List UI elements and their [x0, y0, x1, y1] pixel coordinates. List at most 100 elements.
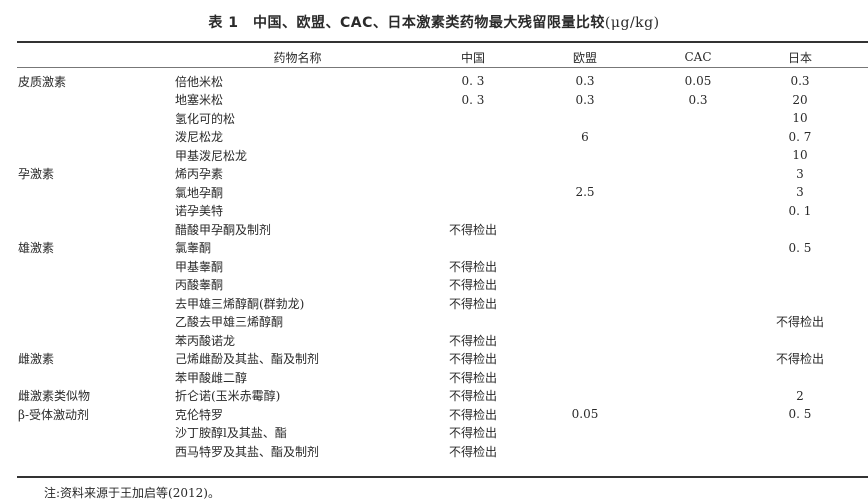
eu-limit-cell	[526, 331, 644, 350]
category-cell	[0, 128, 175, 147]
drug-name-cell: 烯丙孕素	[175, 167, 224, 182]
table-row: 诺孕美特 0. 1	[0, 202, 848, 221]
drug-name-cell: 泼尼松龙	[175, 130, 224, 145]
china-limit-cell: 不得检出	[448, 389, 497, 404]
cac-limit-cell	[644, 331, 752, 350]
cac-limit-cell	[644, 276, 752, 295]
eu-limit-cell	[526, 220, 644, 239]
japan-limit-cell: 10	[792, 148, 808, 163]
japan-limit-cell	[752, 276, 848, 295]
drug-name-cell: 沙丁胺醇l及其盐、酯	[175, 426, 287, 441]
eu-limit-cell: 0.3	[575, 74, 595, 89]
category-cell: 雌激素类似物	[18, 389, 91, 404]
table-row: 沙丁胺醇l及其盐、酯 不得检出	[0, 424, 848, 443]
header-china: 中国	[460, 50, 485, 65]
eu-limit-cell	[526, 424, 644, 443]
category-cell	[0, 424, 175, 443]
cac-limit-cell	[644, 313, 752, 332]
eu-limit-cell	[526, 368, 644, 387]
table-row: 去甲雄三烯醇酮(群勃龙) 不得检出	[0, 294, 848, 313]
table-row: 西马特罗及其盐、酯及制剂 不得检出	[0, 442, 848, 461]
china-limit-cell: 不得检出	[448, 278, 497, 293]
eu-limit-cell	[526, 165, 644, 184]
category-cell: 雌激素	[18, 352, 55, 367]
cac-limit-cell	[644, 350, 752, 369]
cac-limit-cell	[644, 387, 752, 406]
japan-limit-cell: 20	[792, 92, 808, 107]
top-rule	[17, 41, 868, 43]
eu-limit-cell	[526, 313, 644, 332]
table-row: 氢化可的松 10	[0, 109, 848, 128]
japan-limit-cell: 3	[796, 185, 804, 200]
cac-limit-cell	[644, 165, 752, 184]
category-cell	[0, 257, 175, 276]
category-cell	[0, 294, 175, 313]
drug-name-cell: 诺孕美特	[175, 204, 224, 219]
eu-limit-cell	[526, 350, 644, 369]
title-unit: (μg/kg)	[604, 15, 660, 31]
eu-limit-cell: 0.05	[571, 407, 599, 422]
china-limit-cell: 不得检出	[448, 444, 497, 459]
cac-limit-cell	[644, 239, 752, 258]
cac-limit-cell	[644, 442, 752, 461]
table-row: 苯丙酸诺龙 不得检出	[0, 331, 848, 350]
table-row: 醋酸甲孕酮及制剂 不得检出	[0, 220, 848, 239]
eu-limit-cell	[526, 239, 644, 258]
table-row: 甲基睾酮 不得检出	[0, 257, 848, 276]
china-limit-cell: 不得检出	[448, 222, 497, 237]
table-row: 甲基泼尼松龙 10	[0, 146, 848, 165]
table-row: 苯甲酸雌二醇 不得检出	[0, 368, 848, 387]
category-cell: β-受体激动剂	[18, 407, 89, 422]
header-drug-name: 药物名称	[273, 50, 322, 65]
china-limit-cell	[420, 109, 526, 128]
japan-limit-cell	[752, 424, 848, 443]
cac-limit-cell	[644, 183, 752, 202]
drug-name-cell: 丙酸睾酮	[175, 278, 224, 293]
table-row: 泼尼松龙 6 0. 7	[0, 128, 848, 147]
japan-limit-cell: 0.3	[790, 74, 810, 89]
category-cell	[0, 202, 175, 221]
category-cell: 孕激素	[18, 167, 55, 182]
japan-limit-cell: 0. 5	[788, 240, 812, 255]
china-limit-cell	[420, 183, 526, 202]
table-row: 丙酸睾酮 不得检出	[0, 276, 848, 295]
japan-limit-cell: 3	[796, 166, 804, 181]
cac-limit-cell	[644, 146, 752, 165]
japan-limit-cell: 2	[796, 388, 804, 403]
category-cell	[0, 331, 175, 350]
drug-name-cell: 苯甲酸雌二醇	[175, 370, 248, 385]
header-row: 药物名称 中国 欧盟 CAC 日本	[0, 46, 848, 68]
china-limit-cell: 不得检出	[448, 370, 497, 385]
cac-limit-cell	[644, 368, 752, 387]
table-row: 地塞米松 0. 3 0.3 0.3 20	[0, 91, 848, 110]
drug-name-cell: 甲基睾酮	[175, 259, 224, 274]
eu-limit-cell	[526, 109, 644, 128]
header-japan: 日本	[787, 50, 812, 65]
cac-limit-cell: 0.3	[688, 92, 708, 107]
china-limit-cell: 不得检出	[448, 426, 497, 441]
drug-name-cell: 甲基泼尼松龙	[175, 148, 248, 163]
cac-limit-cell	[644, 257, 752, 276]
table-row: 雄激素 氯睾酮 0. 5	[0, 239, 848, 258]
drug-name-cell: 去甲雄三烯醇酮(群勃龙)	[175, 296, 305, 311]
drug-name-cell: 苯丙酸诺龙	[175, 333, 236, 348]
category-cell: 皮质激素	[18, 74, 67, 89]
title-text: 表 1 中国、欧盟、CAC、日本激素类药物最大残留限量比较	[208, 15, 605, 31]
category-cell	[0, 368, 175, 387]
category-cell	[0, 183, 175, 202]
header-rule	[17, 67, 868, 68]
header-eu: 欧盟	[572, 50, 597, 65]
eu-limit-cell	[526, 146, 644, 165]
china-limit-cell	[420, 313, 526, 332]
category-cell	[0, 442, 175, 461]
japan-limit-cell: 不得检出	[775, 352, 824, 367]
japan-limit-cell: 0. 5	[788, 407, 812, 422]
table-row: 乙酸去甲雄三烯醇酮 不得检出	[0, 313, 848, 332]
residue-limit-table: 药物名称 中国 欧盟 CAC 日本 皮质激素 倍他米松 0. 3 0.3 0.05 0.3…	[0, 46, 848, 461]
table-row: 雌激素 己烯雌酚及其盐、酯及制剂 不得检出 不得检出	[0, 350, 848, 369]
china-limit-cell	[420, 165, 526, 184]
eu-limit-cell: 2.5	[575, 185, 595, 200]
drug-name-cell: 己烯雌酚及其盐、酯及制剂	[175, 352, 320, 367]
japan-limit-cell: 10	[792, 111, 808, 126]
china-limit-cell: 0. 3	[461, 74, 485, 89]
